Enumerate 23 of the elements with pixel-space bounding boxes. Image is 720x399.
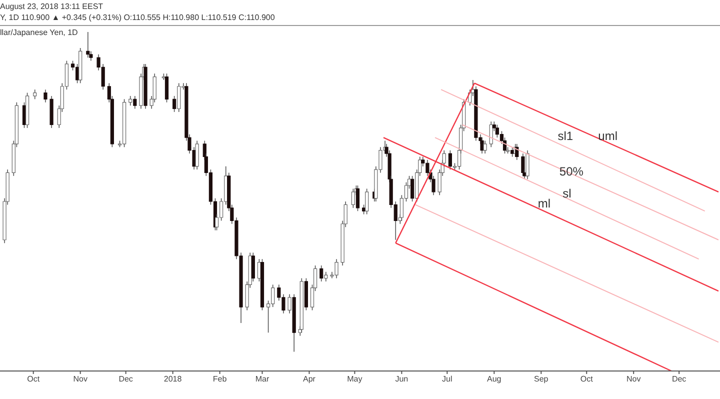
annotation: sl <box>562 186 572 201</box>
x-tick-label: Sep <box>534 374 549 384</box>
x-tick-label: Oct <box>580 374 594 384</box>
x-tick-label: Apr <box>302 374 316 384</box>
annotation: ml <box>538 196 551 210</box>
x-tick-label: Dec <box>118 374 133 384</box>
chart-title: llar/Japanese Yen, 1D <box>0 28 78 37</box>
x-tick-label: Jul <box>442 374 452 384</box>
x-tick-label: Jun <box>395 374 408 384</box>
text: August 23, 2018 13:11 EEST <box>0 2 104 11</box>
x-tick-label: Feb <box>212 374 228 384</box>
x-tick-label: Dec <box>672 374 686 384</box>
x-tick-label: Nov <box>73 374 88 384</box>
x-tick-label: Nov <box>626 374 641 384</box>
annotation: uml <box>598 129 618 144</box>
x-tick-label: Oct <box>27 374 40 384</box>
x-tick-label: May <box>347 374 362 384</box>
text: Y, 1D 110.900 ▲ +0.345 (+0.31%) O:110.555 H:110.980 L:110.519 C:110.900 <box>0 13 275 22</box>
annotation: 50% <box>559 164 584 178</box>
x-tick-label: 2018 <box>164 374 182 384</box>
x-tick-label: Mar <box>255 374 270 384</box>
x-tick-label: Aug <box>487 374 502 384</box>
annotation: sl1 <box>558 129 574 144</box>
